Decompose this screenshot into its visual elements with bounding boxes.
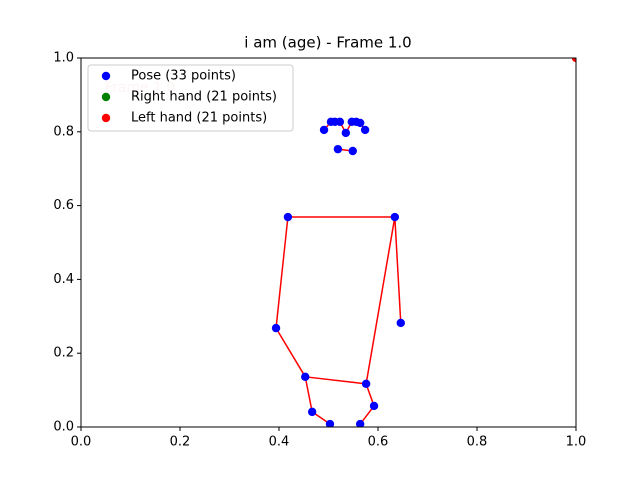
point — [341, 128, 351, 138]
y-tick-label: 0.6 — [53, 198, 74, 213]
point — [390, 212, 400, 222]
skeleton-line — [275, 327, 306, 378]
point — [396, 318, 405, 328]
point — [355, 419, 365, 427]
x-tick-label: 0.0 — [71, 435, 92, 450]
legend-label: Pose (33 points) — [131, 69, 236, 84]
chart-title: i am (age) - Frame 1.0 — [244, 34, 411, 52]
point — [319, 125, 329, 135]
skeleton-line — [394, 216, 402, 323]
x-tick-label: 0.8 — [467, 435, 488, 450]
legend-label: Left hand (21 points) — [131, 111, 267, 126]
x-tick-label: 1.0 — [566, 435, 587, 450]
point — [325, 419, 335, 427]
point — [283, 212, 293, 222]
skeleton-line — [304, 376, 313, 413]
y-tick-label: 0.0 — [53, 420, 74, 435]
skeleton-line — [305, 376, 367, 385]
point — [307, 407, 317, 417]
point — [571, 58, 576, 63]
point — [335, 117, 345, 127]
point — [333, 144, 343, 154]
legend: Pose (33 points) Right hand (21 points) Le… — [87, 64, 294, 132]
skeleton-line — [365, 216, 396, 384]
skeleton-line — [275, 216, 289, 329]
y-tick-label: 0.4 — [53, 272, 74, 287]
x-tick-label: 0.6 — [368, 435, 389, 450]
legend-marker — [101, 71, 111, 81]
y-tick-label: 0.2 — [53, 346, 74, 361]
point — [271, 323, 281, 333]
point — [348, 146, 357, 156]
axes-frame — [80, 57, 577, 428]
legend-marker — [101, 113, 111, 123]
y-tick-label: 1.0 — [53, 51, 74, 66]
y-tick-label: 0.8 — [53, 124, 74, 139]
point — [361, 379, 371, 389]
legend-box — [87, 64, 294, 132]
point — [355, 118, 365, 128]
point — [301, 372, 310, 382]
legend-marker — [101, 92, 111, 102]
x-tick-label: 0.4 — [269, 435, 290, 450]
point — [369, 401, 379, 411]
legend-label: Right hand (21 points) — [131, 90, 277, 105]
point — [360, 125, 370, 135]
x-tick-label: 0.2 — [170, 435, 191, 450]
